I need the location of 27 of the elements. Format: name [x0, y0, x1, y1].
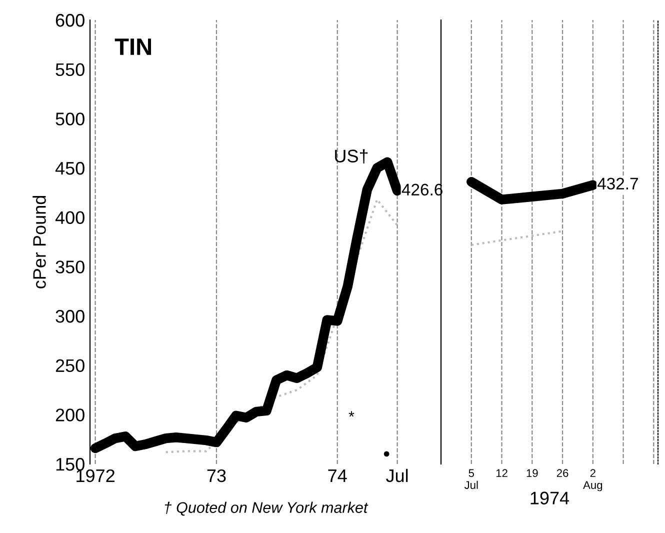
y-tick-label: 450 [55, 162, 84, 175]
x-tick-label: 74 [328, 470, 347, 482]
x-tick-label: Jul [386, 468, 408, 482]
y-tick-label: 250 [56, 359, 84, 372]
y-tick-label: 600 [56, 14, 84, 27]
text: TIN [114, 38, 152, 55]
x-tick-label: 1972 [76, 469, 114, 482]
series-label: US† [335, 149, 368, 164]
x-tick-label: 19 [526, 469, 538, 478]
x-tick-label: 5 Jul [464, 469, 478, 489]
annotation: 432.7 [597, 178, 638, 190]
y-axis-title: cPer Pound [32, 196, 46, 288]
y-tick-label: 200 [56, 408, 84, 422]
y-tick-label: 350 [56, 260, 84, 274]
text: † Quoted on New York market [164, 502, 368, 516]
x-tick-label: 2 Aug [583, 469, 602, 492]
annotation: * [348, 411, 354, 417]
y-tick-label: 550 [56, 63, 84, 76]
y-tick-label: 400 [55, 211, 84, 224]
x-tick-label: 26 [556, 469, 568, 478]
y-tick-label: 150 [56, 458, 84, 471]
y-tick-label: 500 [56, 112, 84, 126]
x-tick-label: 73 [207, 469, 226, 482]
y-tick-label: 300 [56, 310, 84, 323]
x-axis-title: 1974 [530, 492, 570, 504]
x-tick-label: 12 [496, 469, 508, 477]
annotation: ● [384, 451, 390, 457]
